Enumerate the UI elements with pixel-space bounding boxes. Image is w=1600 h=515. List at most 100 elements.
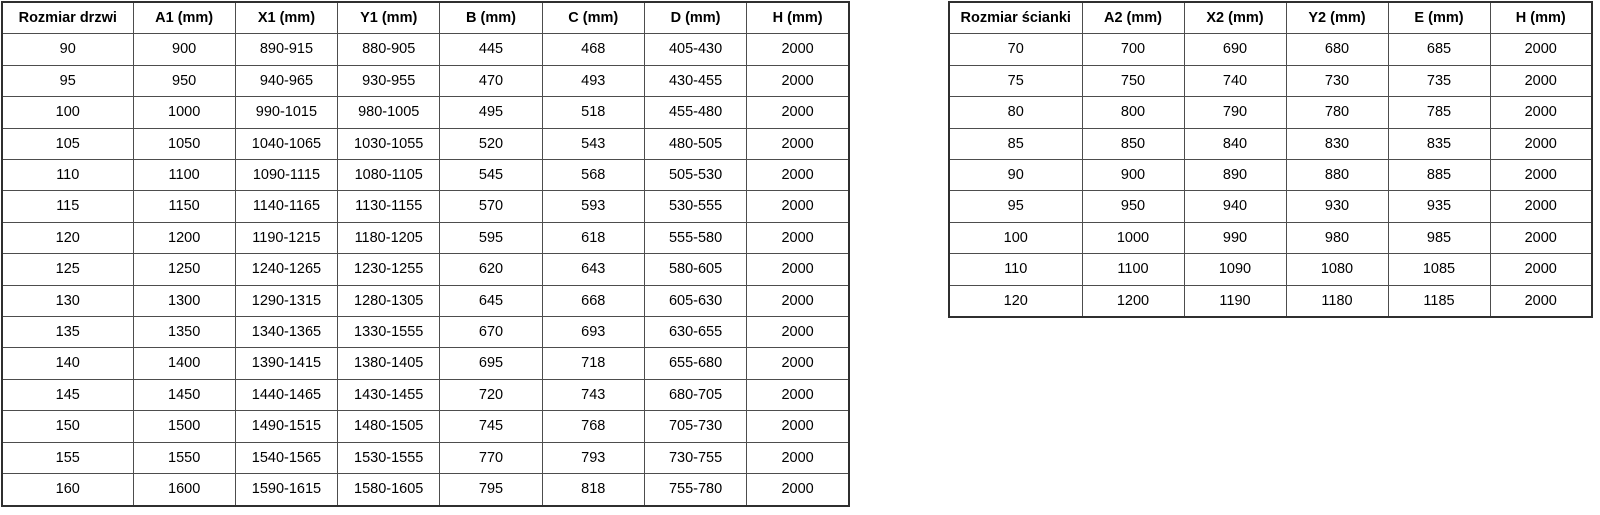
table-cell: 405-430	[643, 33, 748, 66]
table-cell: 505-530	[643, 159, 748, 192]
table-cell: 630-655	[643, 316, 748, 349]
column-header: X2 (mm)	[1183, 1, 1287, 35]
column-header: D (mm)	[643, 1, 748, 35]
table-cell: 840	[1183, 127, 1287, 161]
table-cell: 950	[132, 64, 236, 98]
table-cell: 693	[541, 316, 645, 349]
table-cell: 1390-1415	[234, 347, 339, 380]
table-cell: 90	[1, 33, 134, 66]
table-cell: 1480-1505	[337, 410, 441, 443]
table-cell: 1130-1155	[337, 190, 441, 223]
table-cell: 580-605	[643, 253, 748, 286]
table-cell: 1400	[132, 347, 236, 380]
table-row: 80 800 790 780 785 2000	[948, 96, 1593, 129]
table-row: 130 1300 1290-1315 1280-1305 645 668 605-630 20…	[1, 284, 850, 318]
table-cell: 545	[439, 159, 543, 192]
column-header: Y2 (mm)	[1285, 1, 1389, 35]
table-cell: 2000	[1489, 253, 1593, 286]
table-cell: 110	[948, 253, 1083, 286]
table-row: 90 900 890 880 885 2000	[948, 159, 1593, 192]
table-cell: 1180	[1285, 284, 1389, 318]
table-cell: 568	[541, 159, 645, 192]
table-cell: 700	[1081, 33, 1185, 66]
table-cell: 818	[541, 473, 645, 506]
table-cell: 755-780	[643, 473, 748, 506]
table-cell: 1230-1255	[337, 253, 441, 286]
table-row: 110 1100 1090 1080 1085 2000	[948, 253, 1593, 286]
table-row: 115 1150 1140-1165 1130-1155 570 593 530-555 20…	[1, 190, 850, 223]
table-cell: 555-580	[643, 221, 748, 255]
table-cell: 1440-1465	[234, 378, 339, 412]
table-cell: 835	[1387, 127, 1491, 161]
table-cell: 1380-1405	[337, 347, 441, 380]
table-cell: 880	[1285, 159, 1389, 192]
table-cell: 150	[1, 410, 134, 443]
table-cell: 1430-1455	[337, 378, 441, 412]
table-cell: 2000	[746, 127, 850, 161]
table-row: 160 1600 1590-1615 1580-1605 795 818 755-780 20…	[1, 473, 850, 506]
table-cell: 940	[1183, 190, 1287, 223]
table-cell: 2000	[746, 284, 850, 318]
table-cell: 145	[1, 378, 134, 412]
table-cell: 1200	[132, 221, 236, 255]
table-cell: 930	[1285, 190, 1389, 223]
table-cell: 1580-1605	[337, 473, 441, 506]
column-header: H (mm)	[746, 1, 850, 35]
table-cell: 2000	[746, 221, 850, 255]
table-cell: 720	[439, 378, 543, 412]
table-cell: 468	[541, 33, 645, 66]
table-cell: 1080-1105	[337, 159, 441, 192]
table-cell: 1190	[1183, 284, 1287, 318]
table-cell: 800	[1081, 96, 1185, 129]
table-cell: 780	[1285, 96, 1389, 129]
table-cell: 1250	[132, 253, 236, 286]
table-row: 100 1000 990 980 985 2000	[948, 221, 1593, 255]
table-row: 125 1250 1240-1265 1230-1255 620 643 580-605 20…	[1, 253, 850, 286]
table-cell: 2000	[746, 410, 850, 443]
table-cell: 2000	[1489, 190, 1593, 223]
table-cell: 935	[1387, 190, 1491, 223]
table-cell: 1100	[1081, 253, 1185, 286]
table-cell: 990	[1183, 221, 1287, 255]
table-cell: 695	[439, 347, 543, 380]
table-cell: 718	[541, 347, 645, 380]
table-cell: 793	[541, 441, 645, 475]
table-cell: 680	[1285, 33, 1389, 66]
table-cell: 745	[439, 410, 543, 443]
table-cell: 75	[948, 64, 1083, 98]
table-row: 85 850 840 830 835 2000	[948, 127, 1593, 161]
table-cell: 95	[948, 190, 1083, 223]
table-cell: 1000	[132, 96, 236, 129]
table-cell: 690	[1183, 33, 1287, 66]
table-cell: 1600	[132, 473, 236, 506]
table-cell: 890	[1183, 159, 1287, 192]
table-cell: 645	[439, 284, 543, 318]
table-row: 100 1000 990-1015 980-1005 495 518 455-480 2000	[1, 96, 850, 129]
table-cell: 115	[1, 190, 134, 223]
table-cell: 1150	[132, 190, 236, 223]
table-cell: 620	[439, 253, 543, 286]
table-cell: 1185	[1387, 284, 1491, 318]
table-cell: 2000	[746, 96, 850, 129]
table-cell: 125	[1, 253, 134, 286]
table-cell: 2000	[746, 316, 850, 349]
table-cell: 940-965	[234, 64, 339, 98]
table-row: 75 750 740 730 735 2000	[948, 64, 1593, 98]
table-cell: 768	[541, 410, 645, 443]
table-cell: 705-730	[643, 410, 748, 443]
table-cell: 520	[439, 127, 543, 161]
table-row: 110 1100 1090-1115 1080-1105 545 568 505-530 20…	[1, 159, 850, 192]
table-cell: 120	[948, 284, 1083, 318]
wall-panel-size-table: Rozmiar ścianki A2 (mm) X2 (mm) Y2 (mm) E (m…	[948, 1, 1593, 319]
table-cell: 2000	[746, 33, 850, 66]
column-header: A2 (mm)	[1081, 1, 1185, 35]
table-cell: 2000	[1489, 64, 1593, 98]
table-cell: 990-1015	[234, 96, 339, 129]
table-cell: 618	[541, 221, 645, 255]
table-row: 120 1200 1190 1180 1185 2000	[948, 284, 1593, 318]
table-cell: 105	[1, 127, 134, 161]
table-cell: 1140-1165	[234, 190, 339, 223]
table-cell: 950	[1081, 190, 1185, 223]
table-cell: 1530-1555	[337, 441, 441, 475]
table-cell: 518	[541, 96, 645, 129]
